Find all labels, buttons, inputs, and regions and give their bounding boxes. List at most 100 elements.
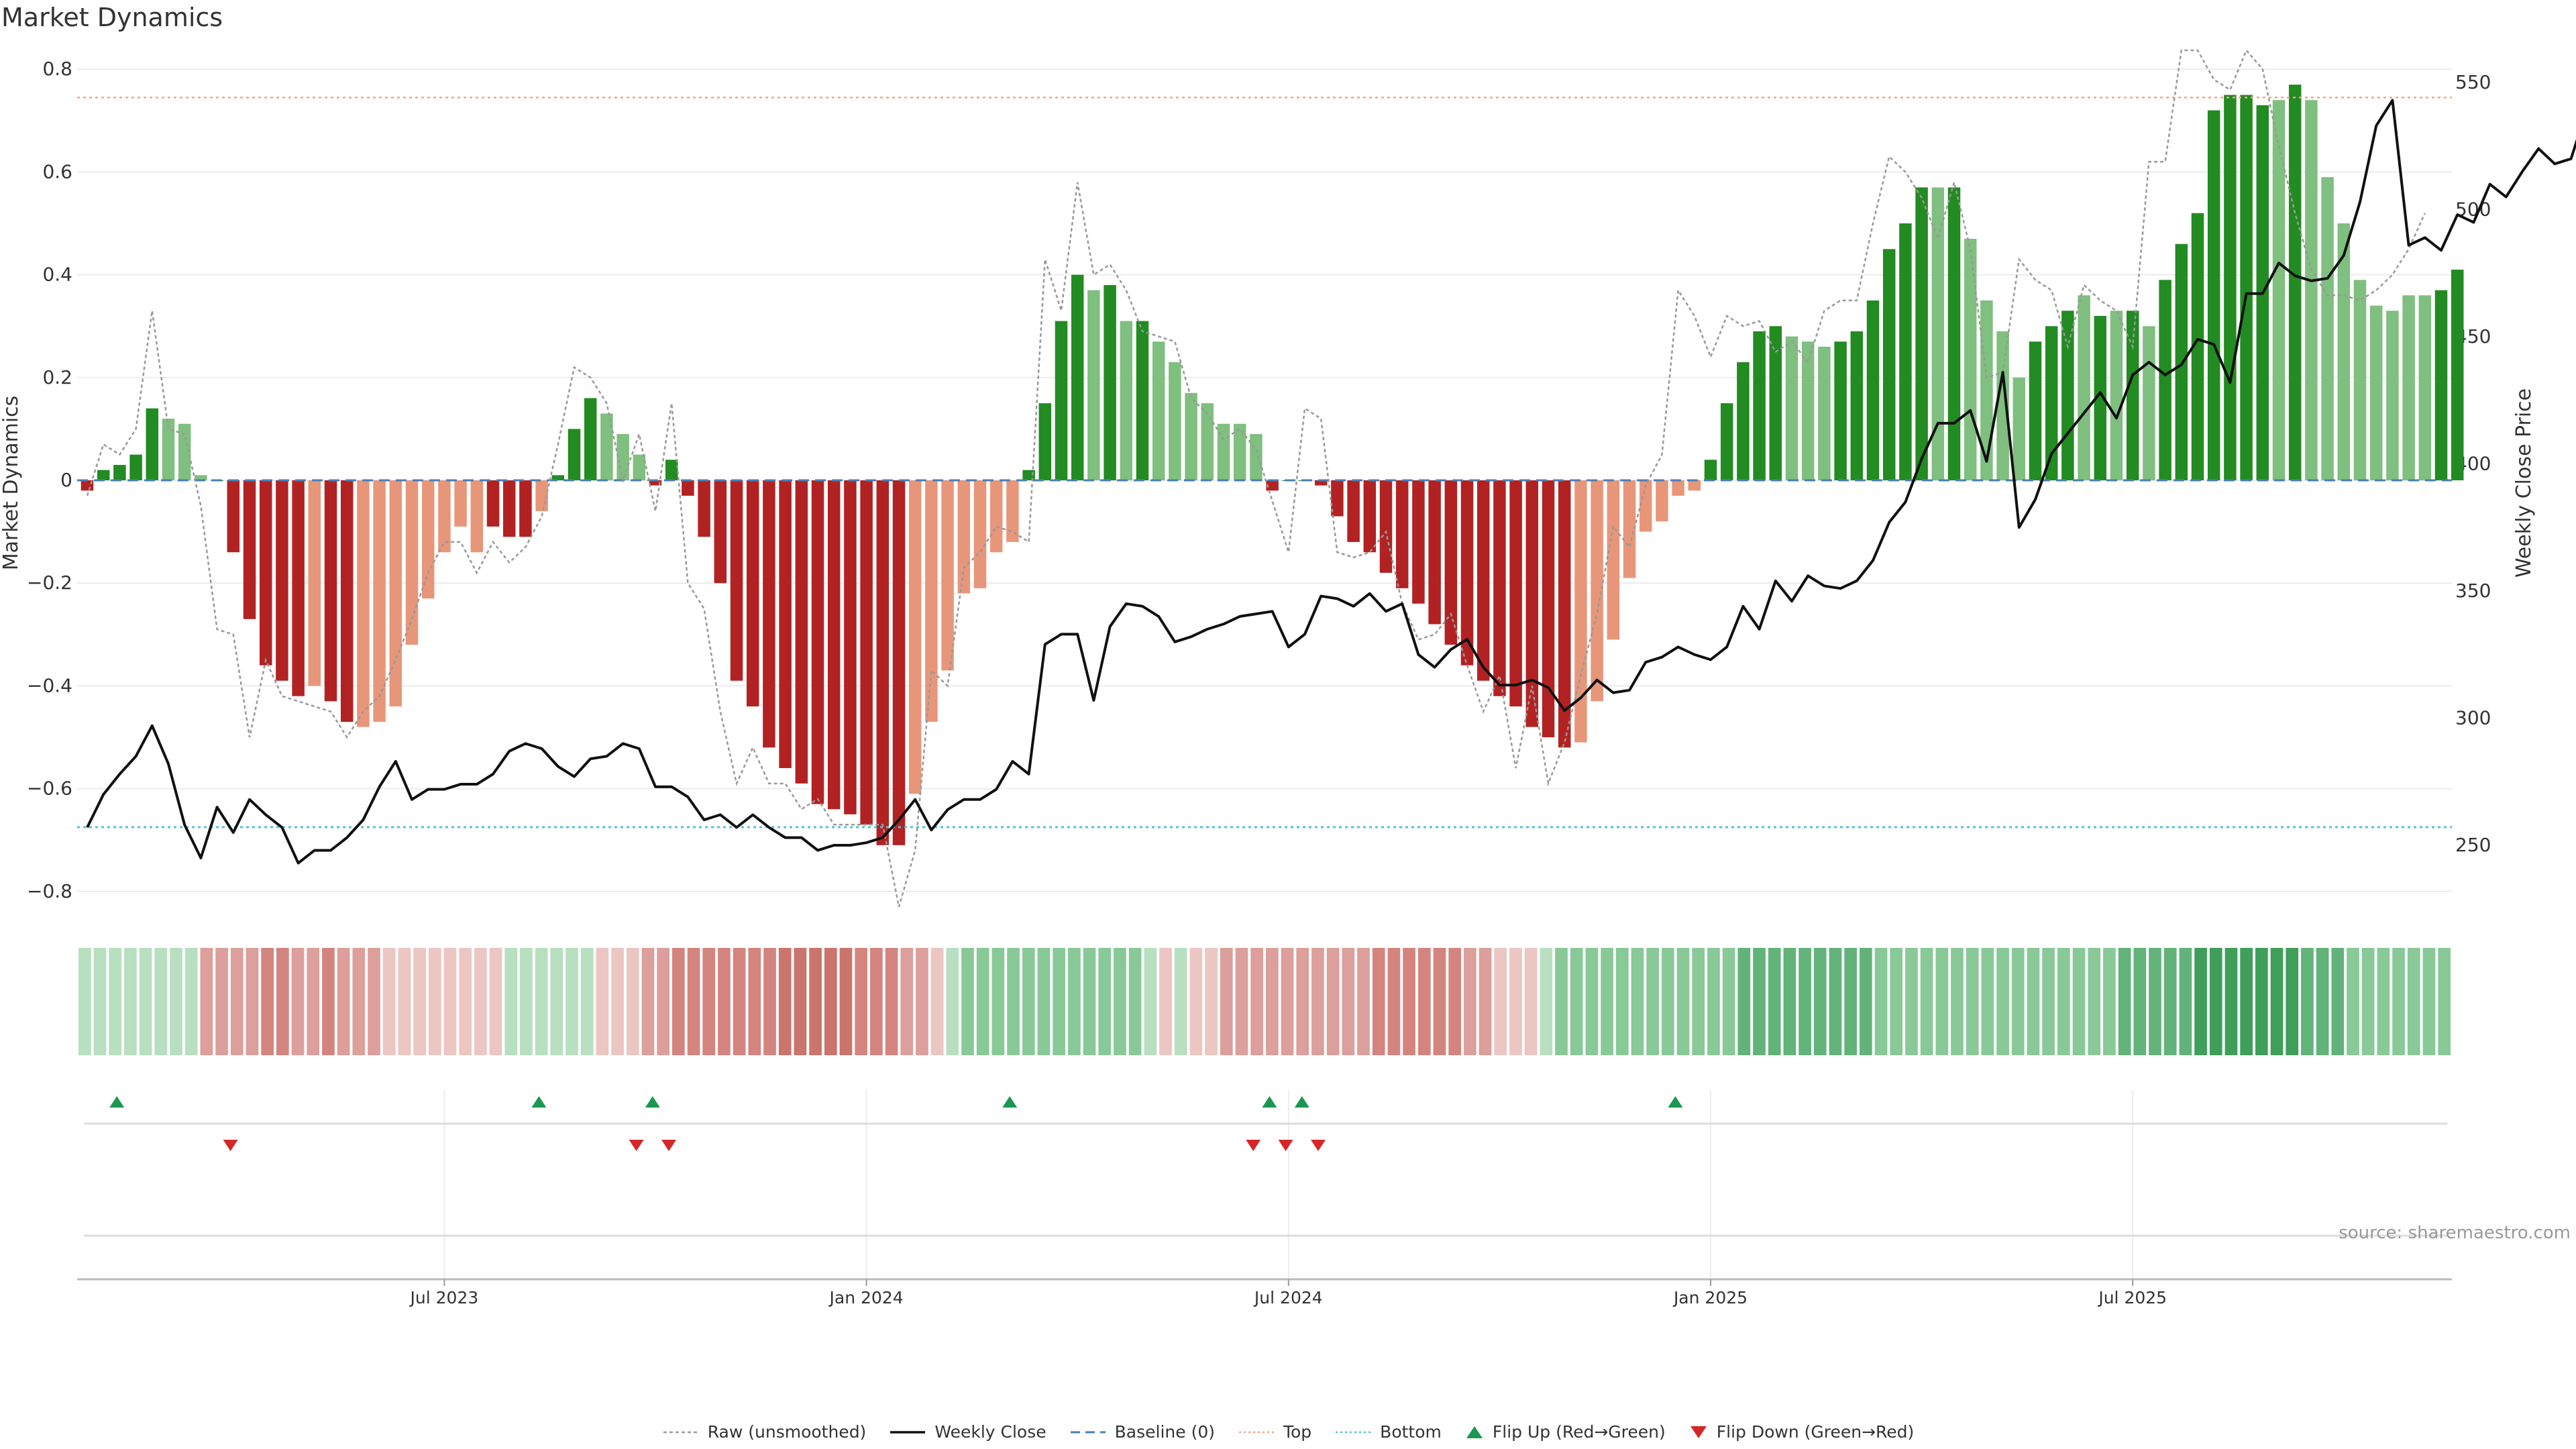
momentum-bar (421, 480, 435, 599)
legend-label-bottom: Bottom (1380, 1422, 1442, 1442)
momentum-bar (276, 480, 288, 681)
left-tick-label: −0.2 (27, 572, 72, 594)
momentum-bar (1428, 480, 1441, 625)
flip-up-marker (1668, 1096, 1683, 1108)
momentum-bar (1542, 480, 1555, 737)
momentum-bar (957, 480, 971, 594)
regime-strip-cell (2316, 948, 2329, 1055)
regime-strip-cell (1387, 948, 1401, 1055)
momentum-bar (746, 480, 759, 707)
regime-strip-cell (900, 948, 914, 1055)
flip-up-marker (531, 1096, 547, 1108)
momentum-bar (1477, 480, 1490, 681)
momentum-bar (1185, 392, 1197, 480)
momentum-bar (502, 480, 516, 537)
momentum-bar (1591, 480, 1603, 702)
regime-strip-cell (672, 948, 685, 1055)
momentum-bar (1038, 403, 1052, 480)
regime-strip-cell (520, 948, 533, 1055)
regime-strip-cell (504, 948, 518, 1055)
momentum-bar (1379, 480, 1393, 573)
flip-down-marker (223, 1140, 238, 1151)
regime-strip-cell (687, 948, 700, 1055)
regime-strip-cell (276, 948, 289, 1055)
x-tick-label: Jan 2025 (1672, 1288, 1748, 1307)
momentum-bar (470, 480, 484, 553)
regime-strip-cell (1128, 948, 1142, 1055)
momentum-bar (2029, 341, 2042, 480)
momentum-bar (1169, 362, 1181, 480)
regime-strip-cell (855, 948, 867, 1055)
momentum-bar (308, 480, 321, 686)
regime-strip-cell (1235, 948, 1248, 1055)
momentum-bar (1233, 423, 1246, 480)
regime-strip-cell (291, 948, 305, 1055)
momentum-bar (1201, 403, 1214, 480)
regime-strip-cell (1068, 948, 1081, 1055)
regime-strip-cell (1890, 948, 1903, 1055)
left-tick-label: −0.8 (27, 880, 72, 902)
regime-strip-cell (2163, 948, 2177, 1055)
momentum-bar (178, 423, 191, 480)
momentum-bar (1964, 238, 1977, 480)
regime-strip-cell (1585, 948, 1599, 1055)
regime-strip-cell (2347, 948, 2359, 1055)
regime-strip-cell (2042, 948, 2055, 1055)
momentum-bar (2045, 326, 2058, 480)
flip-down-marker (1246, 1140, 1261, 1151)
momentum-bar (519, 480, 532, 537)
regime-strip-cell (1464, 948, 1477, 1055)
momentum-bar (600, 413, 613, 480)
momentum-bar (1980, 300, 1993, 480)
momentum-bar (2094, 315, 2107, 480)
legend: Raw (unsmoothed) Weekly Close Baseline (… (0, 1422, 2576, 1442)
regime-strip-cell (566, 948, 578, 1055)
regime-strip-cell (215, 948, 228, 1055)
regime-strip-cell (1966, 948, 1979, 1055)
momentum-bar (730, 480, 743, 681)
momentum-bar (1688, 480, 1701, 491)
momentum-bar (616, 434, 629, 480)
legend-item-bottom: Bottom (1334, 1422, 1442, 1442)
momentum-bar (1444, 480, 1458, 645)
momentum-bar (405, 480, 419, 645)
regime-strip-cell (1007, 948, 1020, 1055)
regime-strip-cell (1692, 948, 1705, 1055)
momentum-bar (1314, 480, 1328, 486)
regime-strip-cell (1114, 948, 1126, 1055)
regime-strip-cell (2301, 948, 2314, 1055)
momentum-bar (1331, 480, 1344, 517)
regime-strip-cell (2361, 948, 2375, 1055)
regime-strip-cell (550, 948, 564, 1055)
regime-strip-cell (2149, 948, 2161, 1055)
regime-strip-cell (2118, 948, 2131, 1055)
legend-item-flip-down: Flip Down (Green→Red) (1688, 1422, 1914, 1442)
momentum-bar (584, 398, 597, 480)
x-tick-label: Jul 2025 (2097, 1288, 2167, 1307)
momentum-bar (795, 480, 808, 784)
x-axis: Jul 2023 Jan 2024 Jul 2024 Jan 2025 Jul 2025 (77, 1278, 2452, 1307)
regime-strip-cell (124, 948, 137, 1055)
regime-strip-cell (885, 948, 898, 1055)
momentum-bar (682, 480, 694, 496)
momentum-bar (1006, 480, 1019, 542)
regime-strip-cell (733, 948, 746, 1055)
regime-strip-cell (1281, 948, 1294, 1055)
regime-strip-cell (1403, 948, 1415, 1055)
legend-label-close: Weekly Close (934, 1422, 1046, 1442)
x-tick-label: Jan 2024 (828, 1288, 904, 1307)
regime-strip-cell (1799, 948, 1811, 1055)
regime-strip-cell (1935, 948, 1949, 1055)
momentum-bar (941, 480, 954, 671)
regime-strip-cell (1357, 948, 1370, 1055)
regime-strip-cell (794, 948, 807, 1055)
regime-strip-cell (2422, 948, 2436, 1055)
regime-strip-cell (1372, 948, 1385, 1055)
regime-strip-cell (2209, 948, 2222, 1055)
regime-strip-cell (352, 948, 366, 1055)
legend-item-raw: Raw (unsmoothed) (662, 1422, 866, 1442)
regime-strip-cell (1555, 948, 1568, 1055)
momentum-bar (2207, 110, 2220, 481)
regime-strip-cell (1601, 948, 1613, 1055)
regime-strip-cell (230, 948, 244, 1055)
